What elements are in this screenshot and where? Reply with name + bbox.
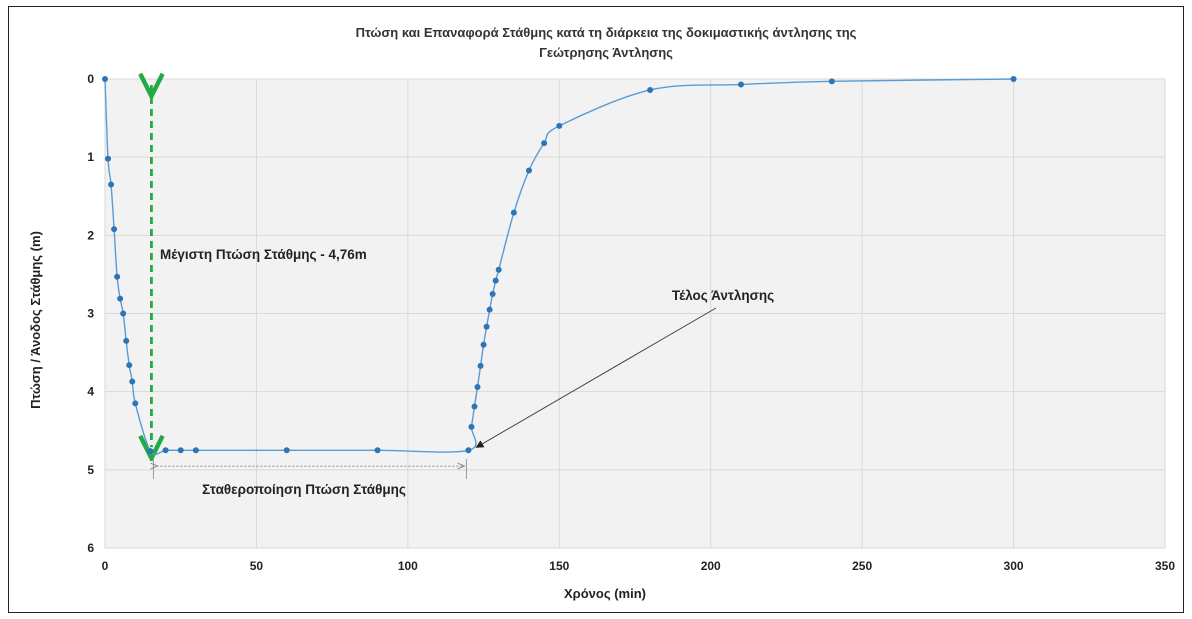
data-point xyxy=(283,447,290,454)
pump-end-arrow xyxy=(475,307,717,448)
y-tick-label: 4 xyxy=(87,385,94,399)
x-tick-label: 100 xyxy=(398,559,418,573)
chart-title-line1: Πτώση και Επαναφορά Στάθμης κατά τη διάρ… xyxy=(356,25,857,40)
data-point xyxy=(468,423,475,430)
data-point xyxy=(474,383,481,390)
data-point xyxy=(492,277,499,284)
y-tick-label: 5 xyxy=(87,463,94,477)
y-axis-label: Πτώση / Άνοδος Στάθμης (m) xyxy=(28,231,43,409)
x-tick-label: 250 xyxy=(852,559,872,573)
data-point xyxy=(541,140,548,147)
data-point xyxy=(828,78,835,85)
x-tick-label: 200 xyxy=(701,559,721,573)
annotations xyxy=(151,85,717,480)
data-point xyxy=(114,273,121,280)
y-tick-label: 2 xyxy=(87,228,94,242)
y-tick-labels: 0 1 2 3 4 5 6 xyxy=(87,72,94,555)
stabilization-label: Σταθεροποίηση Πτώση Στάθμης xyxy=(202,482,406,497)
data-point xyxy=(105,155,112,162)
data-point xyxy=(108,181,115,188)
data-points xyxy=(102,76,1017,455)
x-tick-labels: 0 50 100 150 200 250 300 350 xyxy=(102,559,1176,573)
x-tick-label: 350 xyxy=(1155,559,1175,573)
data-point xyxy=(483,323,490,330)
data-point xyxy=(102,76,108,82)
x-tick-label: 0 xyxy=(102,559,109,573)
data-point xyxy=(147,448,154,455)
x-tick-label: 300 xyxy=(1004,559,1024,573)
data-point xyxy=(177,447,184,454)
data-point xyxy=(486,306,493,313)
y-tick-label: 3 xyxy=(87,307,94,321)
data-point xyxy=(192,447,199,454)
data-point xyxy=(647,86,654,93)
pump-end-label: Τέλος Άντλησης xyxy=(672,288,774,303)
data-point xyxy=(738,81,744,88)
max-drawdown-label: Μέγιστη Πτώση Στάθμης - 4,76m xyxy=(160,247,367,262)
data-point xyxy=(111,226,118,233)
data-point xyxy=(162,447,169,454)
y-tick-label: 0 xyxy=(87,72,94,86)
data-point xyxy=(132,400,139,407)
y-tick-label: 1 xyxy=(87,150,94,164)
chart-title-line2: Γεώτρησης Άντλησης xyxy=(539,45,673,60)
data-point xyxy=(123,337,130,344)
data-point xyxy=(1010,76,1017,82)
data-point xyxy=(126,362,133,369)
data-point xyxy=(556,122,563,129)
x-axis-label: Χρόνος (min) xyxy=(564,586,646,601)
data-point xyxy=(129,378,136,385)
data-point xyxy=(480,341,487,348)
data-point xyxy=(117,295,124,302)
y-tick-label: 6 xyxy=(87,541,94,555)
x-tick-label: 150 xyxy=(549,559,569,573)
data-point xyxy=(526,167,532,174)
data-point xyxy=(495,266,502,273)
gridlines xyxy=(104,78,1166,549)
x-tick-label: 50 xyxy=(250,559,264,573)
data-point xyxy=(471,403,478,410)
data-point xyxy=(477,362,484,369)
data-point xyxy=(120,310,127,317)
data-point xyxy=(510,209,517,216)
data-point xyxy=(465,447,472,454)
data-point xyxy=(374,447,381,454)
data-point xyxy=(489,290,496,297)
